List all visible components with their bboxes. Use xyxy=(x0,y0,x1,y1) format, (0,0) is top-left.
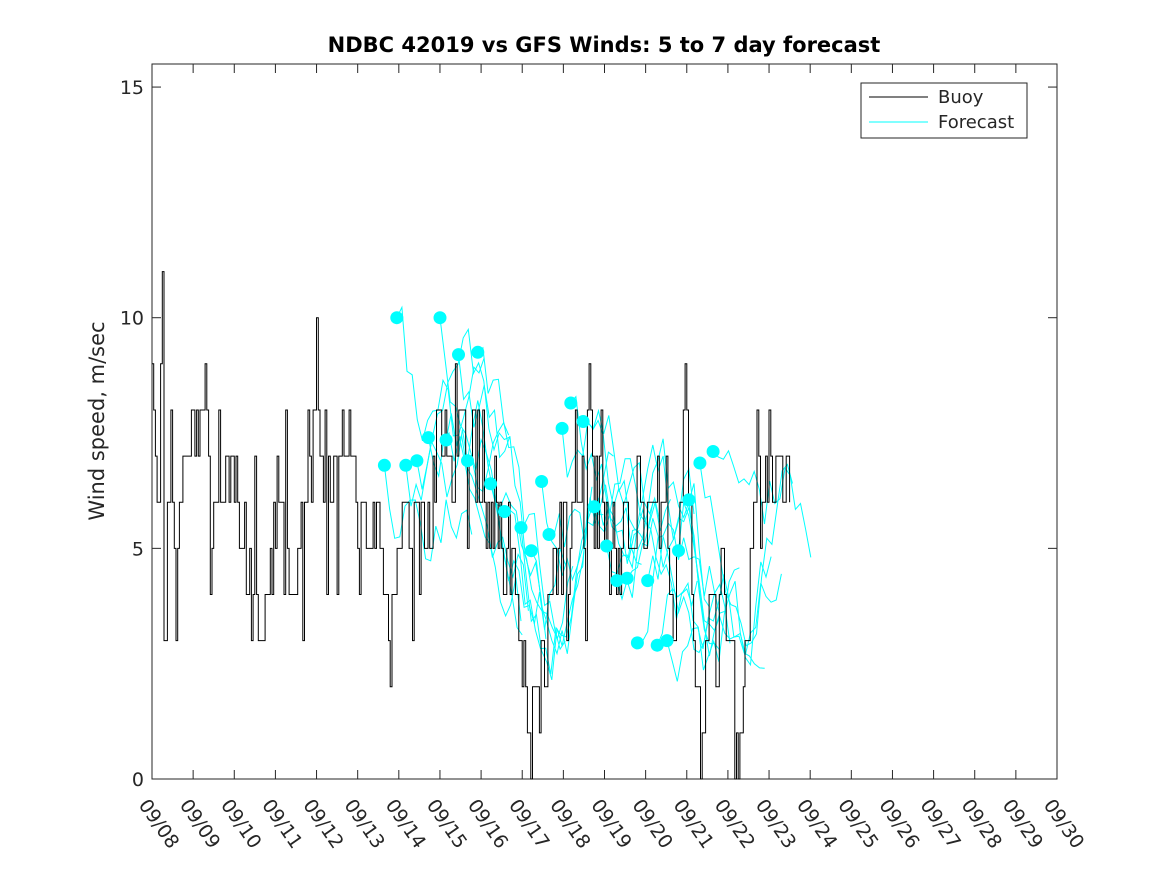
forecast-marker xyxy=(672,544,685,558)
y-tick-label: 5 xyxy=(132,538,144,560)
forecast-marker xyxy=(399,458,413,472)
forecast-marker xyxy=(650,638,664,652)
forecast-marker xyxy=(498,505,511,518)
forecast-marker xyxy=(693,456,707,470)
forecast-line xyxy=(582,408,671,544)
chart-title: NDBC 42019 vs GFS Winds: 5 to 7 day fore… xyxy=(328,33,881,57)
forecast-line xyxy=(490,483,574,640)
forecast-marker xyxy=(433,311,447,325)
forecast-line xyxy=(688,499,772,667)
forecast-marker xyxy=(535,475,549,488)
forecast-marker xyxy=(706,445,720,458)
y-tick-label: 10 xyxy=(120,308,144,330)
y-tick-label: 15 xyxy=(120,77,144,99)
forecast-line xyxy=(616,438,710,608)
buoy-line xyxy=(152,271,791,780)
legend-buoy-label: Buoy xyxy=(938,87,984,108)
forecast-marker xyxy=(610,574,624,588)
forecast-line xyxy=(477,346,566,651)
forecast-marker xyxy=(641,574,655,588)
forecast-marker xyxy=(682,493,696,507)
forecast-marker xyxy=(461,454,474,468)
forecast-marker xyxy=(439,433,453,447)
forecast-marker xyxy=(542,528,556,541)
forecast-marker xyxy=(564,396,578,410)
forecast-line xyxy=(445,413,529,611)
y-axis-label: Wind speed, m/sec xyxy=(85,321,109,520)
forecast-marker xyxy=(484,477,498,491)
buoy-series xyxy=(152,271,791,780)
forecast-marker xyxy=(421,431,435,445)
forecast-line xyxy=(699,462,793,647)
forecast-line xyxy=(405,421,510,507)
forecast-line xyxy=(520,503,604,681)
forecast-marker xyxy=(576,415,590,428)
forecast-line xyxy=(458,354,547,639)
forecast-marker xyxy=(620,571,634,585)
forecast-line xyxy=(383,465,473,562)
forecast-line xyxy=(549,484,642,565)
forecast-marker xyxy=(630,636,644,650)
plot-area xyxy=(151,63,1058,780)
y-tick-label: 0 xyxy=(132,769,144,791)
forecast-line xyxy=(647,536,731,654)
forecast-line xyxy=(626,505,721,651)
forecast-marker xyxy=(514,521,528,535)
forecast-marker xyxy=(471,345,485,359)
forecast-markers xyxy=(377,311,720,652)
forecast-marker xyxy=(587,500,601,514)
legend: Buoy Forecast xyxy=(860,82,1028,139)
forecast-line xyxy=(467,400,566,630)
forecast-marker xyxy=(555,421,569,435)
legend-forecast-label: Forecast xyxy=(938,112,1014,133)
forecast-marker xyxy=(410,454,424,468)
forecast-line xyxy=(570,395,654,564)
forecast-marker xyxy=(524,544,538,558)
forecast-line xyxy=(561,419,661,522)
forecast-marker xyxy=(377,458,391,472)
forecast-marker xyxy=(660,634,674,648)
legend-box xyxy=(860,82,1028,139)
forecast-marker xyxy=(600,539,614,553)
forecast-line xyxy=(637,522,721,644)
forecast-marker xyxy=(452,348,465,362)
forecast-marker xyxy=(390,311,404,325)
forecast-line xyxy=(396,305,485,442)
